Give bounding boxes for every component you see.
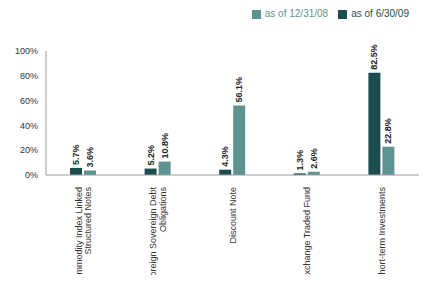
svg-text:82.5%: 82.5% (369, 44, 379, 70)
html-text:as of 12/31/08: as of 12/31/08 (264, 8, 329, 19)
svg-text:Foreign Sovereign DebtObligati: Foreign Sovereign DebtObligations (148, 187, 168, 275)
html-text:as of 6/30/09: as of 6/30/09 (351, 8, 409, 19)
svg-text:Discount Note: Discount Note (228, 187, 238, 244)
svg-text:10.8%: 10.8% (160, 133, 170, 159)
svg-text:5.7%: 5.7% (71, 144, 81, 165)
svg-text:Commodity Index LinkedStructur: Commodity Index LinkedStructured Notes (74, 187, 94, 275)
svg-text:Short-term Investments: Short-term Investments (377, 187, 387, 275)
svg-text:1.3%: 1.3% (295, 150, 305, 171)
svg-text:22.8%: 22.8% (383, 118, 393, 144)
svg-text:40%: 40% (20, 121, 38, 131)
svg-text:80%: 80% (20, 71, 38, 81)
svg-text:3.6%: 3.6% (85, 147, 95, 168)
svg-text:4.3%: 4.3% (220, 146, 230, 167)
svg-text:60%: 60% (20, 96, 38, 106)
svg-text:2.6%: 2.6% (309, 148, 319, 169)
svg-text:100%: 100% (15, 46, 38, 56)
svg-text:20%: 20% (20, 145, 38, 155)
svg-text:5.2%: 5.2% (146, 145, 156, 166)
svg-text:56.1%: 56.1% (234, 77, 244, 103)
svg-text:0%: 0% (25, 170, 38, 180)
svg-text:Exchange Traded Fund: Exchange Traded Fund (302, 187, 312, 275)
